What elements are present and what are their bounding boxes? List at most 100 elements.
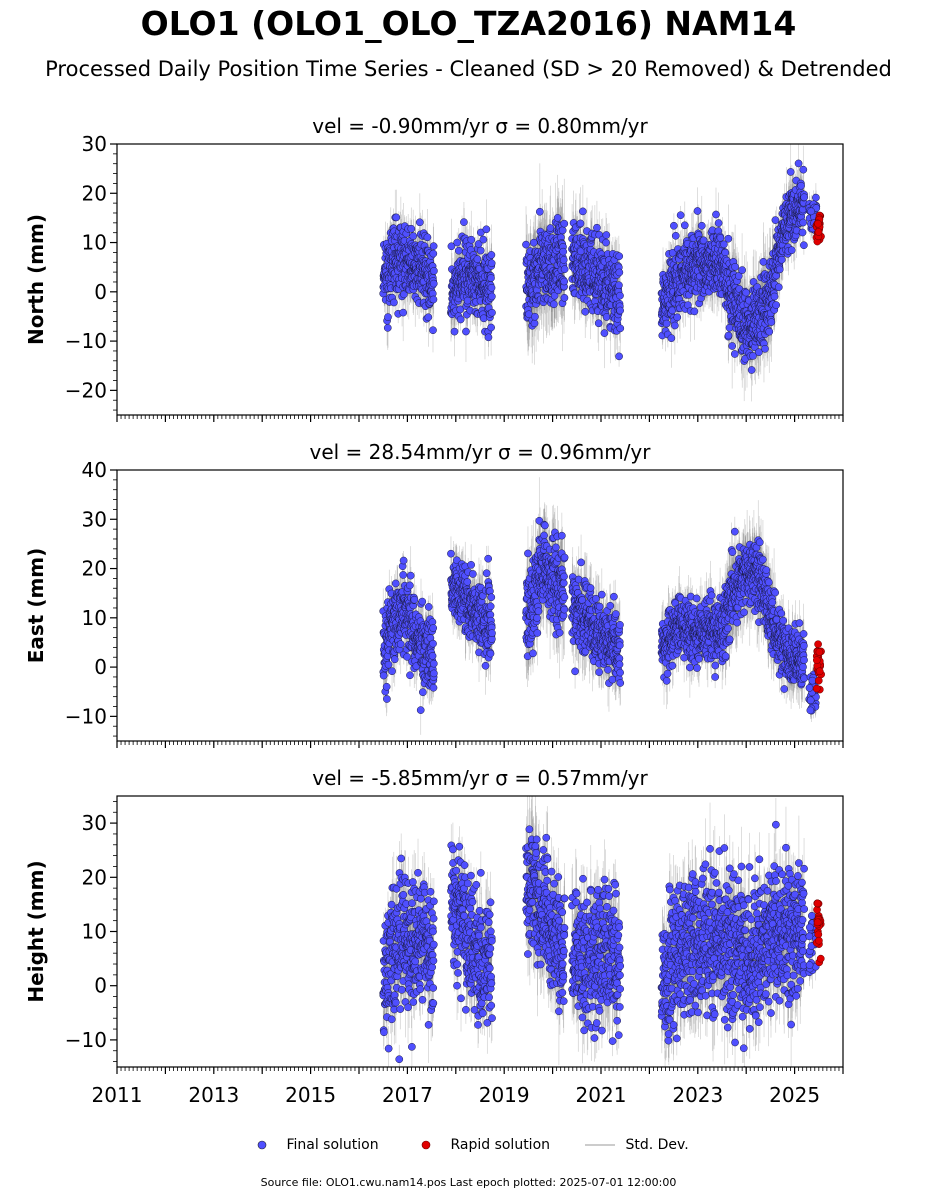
page-subtitle: Processed Daily Position Time Series - C… (45, 57, 892, 81)
final-point (453, 238, 462, 247)
final-point (559, 247, 568, 256)
final-point (409, 232, 418, 240)
final-point (384, 313, 392, 321)
final-point (560, 293, 569, 302)
final-point (775, 265, 784, 274)
final-point (407, 224, 416, 233)
final-point (673, 313, 682, 322)
final-point (716, 234, 725, 242)
final-point (676, 211, 685, 220)
final-point (462, 327, 470, 336)
final-point (615, 352, 623, 361)
final-point (799, 165, 808, 174)
final-point (593, 223, 601, 232)
final-point (738, 266, 746, 274)
final-point (531, 312, 539, 321)
final-point (797, 181, 805, 190)
final-point (602, 231, 611, 239)
final-point (725, 323, 734, 332)
y-tick-label: 10 (82, 231, 107, 255)
final-point (602, 313, 611, 321)
final-points-north (379, 159, 821, 374)
final-point (429, 326, 437, 335)
page-title: OLO1 (OLO1_OLO_TZA2016) NAM14 (140, 4, 797, 43)
final-point (602, 238, 610, 247)
final-point (712, 210, 720, 219)
final-point (473, 255, 482, 263)
final-point (430, 267, 438, 275)
final-point (558, 226, 567, 235)
final-point (615, 268, 624, 277)
final-point (424, 313, 433, 322)
y-tick-label: −20 (65, 378, 107, 402)
final-point (399, 308, 408, 317)
panel-north: −20 −10 0 10 20 30 vel = -0.90mm/yr σ = 0.80mm… (24, 114, 844, 422)
final-point (616, 291, 624, 300)
final-point (576, 219, 585, 228)
final-point (550, 300, 558, 309)
final-point (772, 301, 781, 309)
final-point (615, 252, 624, 261)
final-point (487, 323, 495, 332)
final-point (697, 221, 706, 230)
final-point (579, 207, 587, 216)
final-point (467, 235, 476, 244)
final-point (546, 224, 555, 232)
y-axis-label-north: North (mm) (24, 214, 48, 345)
rapid-point (814, 228, 823, 236)
final-point (460, 218, 468, 226)
final-point (761, 344, 769, 353)
final-point (616, 306, 624, 315)
final-point (662, 319, 671, 328)
final-point (454, 246, 463, 255)
y-ticks-north: −20 −10 0 10 20 30 (65, 132, 117, 411)
final-point (392, 213, 401, 222)
final-point (774, 283, 783, 292)
plot-area-east (379, 477, 825, 735)
final-point (423, 233, 432, 242)
y-tick-label: 30 (82, 132, 107, 156)
final-point (560, 277, 569, 286)
final-point (383, 324, 392, 332)
final-point (484, 333, 493, 342)
final-point (728, 342, 737, 350)
final-point (429, 295, 438, 304)
final-point (560, 219, 569, 228)
final-point (747, 366, 756, 374)
final-point (559, 256, 568, 264)
final-point (429, 279, 438, 288)
final-point (786, 168, 795, 176)
final-point (479, 235, 488, 244)
final-point (550, 291, 559, 300)
final-point (447, 242, 456, 251)
final-point (777, 255, 786, 264)
final-point (724, 234, 733, 243)
y-tick-label: 20 (82, 181, 107, 205)
final-point (535, 207, 544, 216)
final-point (488, 308, 496, 317)
final-point (594, 319, 603, 328)
final-point (450, 327, 459, 336)
final-point (522, 240, 530, 249)
final-point (680, 221, 689, 230)
final-point (794, 159, 803, 168)
final-point (731, 262, 739, 271)
final-point (771, 216, 780, 224)
final-point (807, 207, 815, 216)
y-tick-label: −10 (65, 329, 107, 353)
final-point (487, 283, 496, 292)
final-point (767, 318, 776, 326)
final-point (429, 242, 438, 250)
final-point (600, 329, 609, 337)
final-point (581, 307, 590, 316)
final-point (553, 214, 562, 222)
final-point (671, 321, 679, 330)
final-point (693, 207, 702, 215)
final-point (487, 251, 496, 259)
final-point (799, 218, 807, 227)
rapid-point (814, 219, 822, 228)
final-point (429, 249, 438, 258)
final-point (800, 193, 809, 202)
final-point (390, 298, 398, 307)
final-point (770, 292, 779, 301)
